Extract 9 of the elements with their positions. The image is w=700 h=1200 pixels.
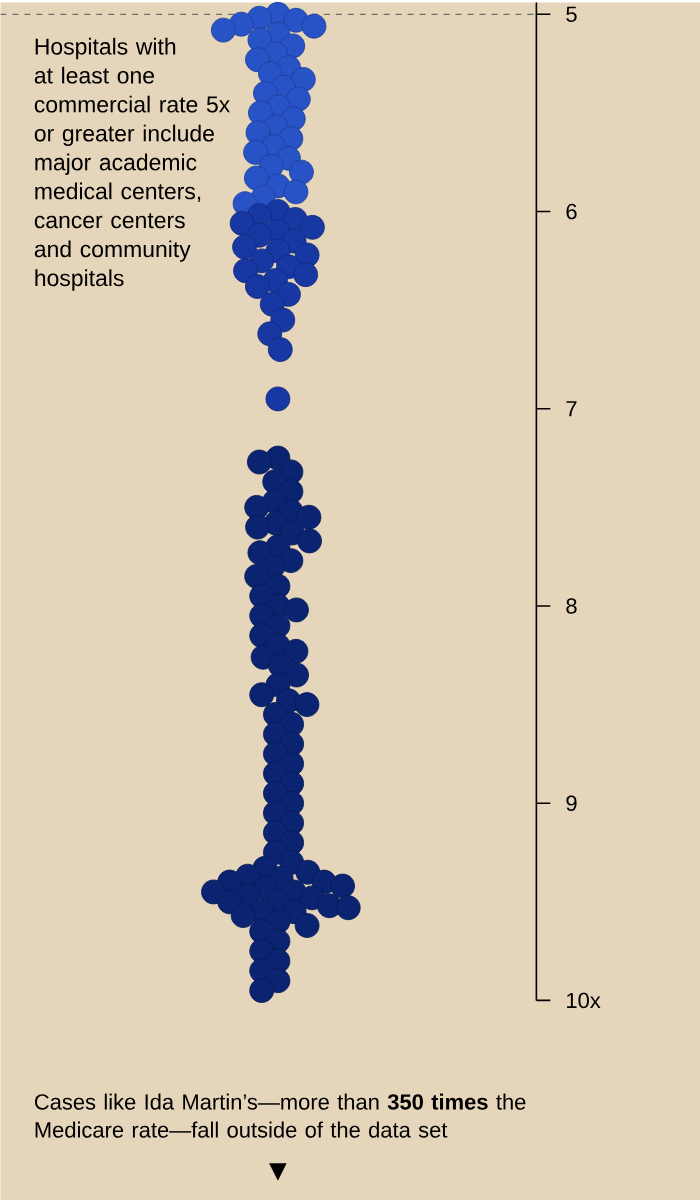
y-tick-label: 10x: [567, 992, 601, 1009]
y-tick-label: 8: [566, 598, 577, 614]
text: Hospitals with at least one commercial rate 5x or greater include major academic medical centers, cancer centers and community hospitals: [34, 37, 230, 291]
text: Cases like Ida Martin’s—more than 350 times the Medicare rate—fall outside of the data set: [34, 1093, 526, 1138]
y-tick-label: 9: [566, 795, 577, 811]
y-tick-label: 5: [566, 6, 577, 22]
y-tick-label: 7: [566, 401, 577, 417]
y-tick-label: 6: [566, 203, 577, 220]
text: ▼: [269, 1163, 287, 1181]
